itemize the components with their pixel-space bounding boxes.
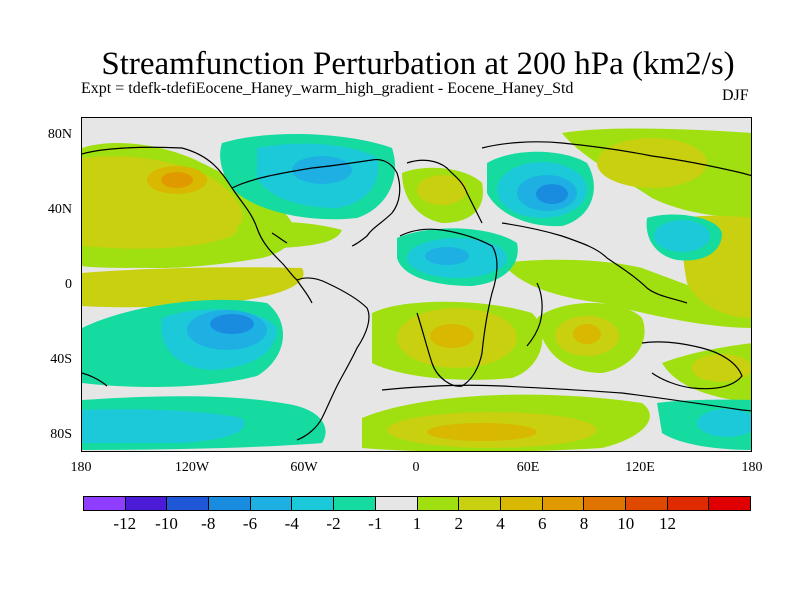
negative-anomalies [82, 133, 751, 450]
anomaly-southeast-negative-inner [697, 409, 751, 437]
colorbar-box [250, 497, 293, 510]
coastline-islands-west [82, 232, 288, 387]
colorbar-box [625, 497, 668, 510]
plot-title: Streamfunction Perturbation at 200 hPa (… [101, 46, 735, 82]
anomaly-north-pacific-max [161, 172, 193, 188]
colorbar-tick-label: 6 [538, 514, 547, 533]
colorbar-tick-label: -4 [284, 514, 299, 533]
coastline-europe-africa [399, 159, 498, 387]
colorbar-box [542, 497, 585, 510]
coastlines [82, 141, 751, 441]
colorbar [83, 496, 751, 511]
coastline-asia [481, 141, 751, 304]
anomaly-west-pacific-negative-inner [654, 220, 710, 252]
lon-label-120w: 120W [174, 460, 210, 475]
colorbar-box [584, 497, 626, 510]
colorbar-box [500, 497, 543, 510]
anomaly-eastern-pacific-tropics [82, 267, 304, 308]
coastline-south-america [296, 277, 370, 441]
anomaly-australia-south-inner [692, 354, 751, 382]
anomaly-south-pacific-negative-core [210, 314, 254, 334]
anomaly-indian-asia [502, 259, 751, 328]
lat-label-80n: 80N [47, 127, 72, 142]
colorbar-box [375, 497, 418, 510]
colorbar-box [209, 497, 251, 510]
lat-label-0: 0 [65, 277, 72, 292]
colorbar-tick-label: 4 [496, 514, 505, 533]
anomaly-south-indian-core [573, 324, 601, 344]
colorbar-tick-label: 10 [617, 514, 635, 533]
colorbar-tick-label: -1 [368, 514, 383, 533]
colorbar-box [709, 497, 750, 510]
colorbar-tick-label: 2 [454, 514, 464, 533]
anomaly-atlantic-north-inner [417, 175, 467, 205]
anomaly-arctic-east-inner [597, 138, 707, 188]
anomaly-eurasia-negative-core [536, 184, 568, 204]
colorbar-box [334, 497, 376, 510]
lon-label-0: 0 [412, 460, 420, 475]
colorbar-box [167, 497, 210, 510]
colorbar-box [292, 497, 335, 510]
colorbar-tick-label: 12 [659, 514, 676, 533]
colorbar-tick-label: -6 [242, 514, 258, 533]
colorbar-box [667, 497, 710, 510]
plot-subtitle: Expt = tdefk-tdefiEocene_Haney_warm_high… [81, 80, 574, 97]
colorbar-box [84, 497, 126, 510]
lon-label-60e: 60E [516, 460, 540, 475]
lon-label-60w: 60W [290, 460, 318, 475]
coastline-india [526, 282, 543, 347]
lat-label-80s: 80S [50, 427, 72, 442]
colorbar-tick-label: -12 [113, 514, 137, 533]
season-label: DJF [722, 87, 749, 104]
lat-label-40n: 40N [47, 202, 72, 217]
lat-label-40s: 40S [50, 352, 72, 367]
coastline-north-america [82, 146, 401, 304]
colorbar-tick-label: -10 [155, 514, 178, 533]
colorbar-box [125, 497, 168, 510]
colorbar-box [459, 497, 501, 510]
colorbar-tick-label: 1 [412, 514, 422, 533]
colorbar-tick-label: -2 [326, 514, 341, 533]
lon-label-120e: 120E [625, 460, 655, 475]
anomaly-north-pacific-negative-core [292, 156, 352, 184]
anomaly-mediterranean-negative-core [425, 247, 469, 265]
lon-label-180w: 180 [70, 460, 92, 475]
anomaly-south-atlantic-core [430, 324, 474, 348]
colorbar-box [417, 497, 460, 510]
anomaly-southern-ocean-negative-inner [82, 409, 245, 443]
anomaly-southern-ocean-core [427, 423, 537, 441]
lon-label-180e: 180 [741, 460, 763, 475]
coastline-australia-antarctica [381, 341, 751, 412]
map-panel [81, 117, 752, 452]
colorbar-tick-label: -8 [201, 514, 216, 533]
colorbar-tick-label: 8 [579, 514, 589, 533]
streamfunction-map [82, 118, 751, 451]
